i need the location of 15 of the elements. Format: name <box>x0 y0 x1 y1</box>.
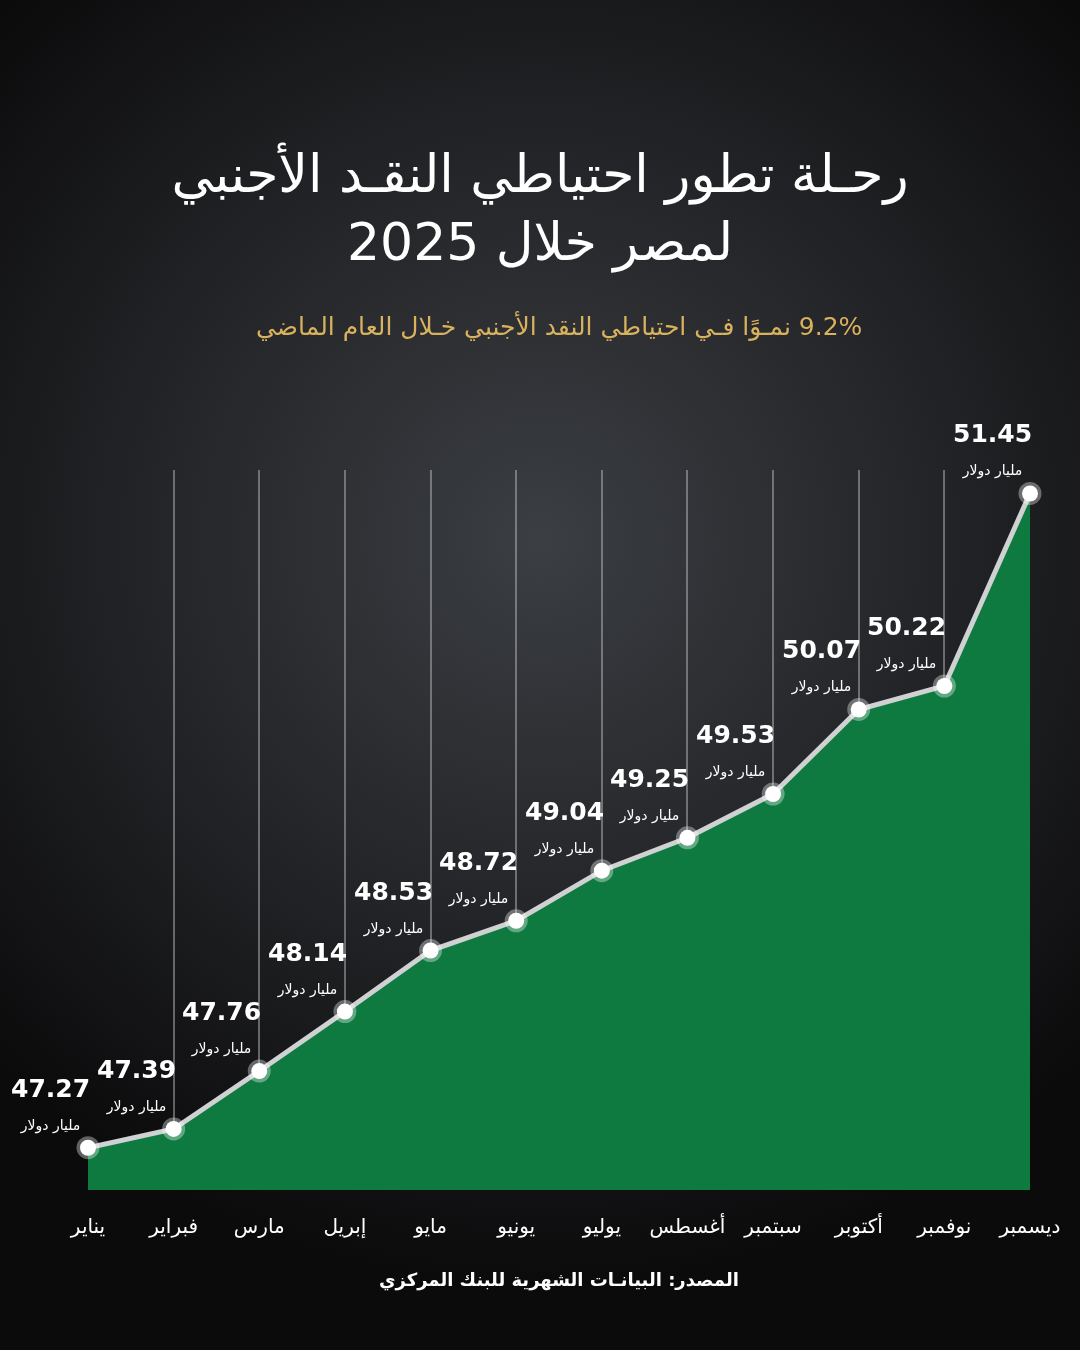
x-tick-label: أكتوبر <box>833 1213 883 1238</box>
x-tick-label: نوفمبر <box>916 1214 972 1238</box>
x-tick-label: ديسمبر <box>998 1214 1061 1238</box>
x-tick-label: يناير <box>69 1214 106 1238</box>
x-tick-label: يوليو <box>581 1214 621 1238</box>
x-tick-label: يونيو <box>496 1214 536 1238</box>
x-tick-label: فبراير <box>148 1214 199 1238</box>
x-tick-label: مايو <box>413 1214 447 1238</box>
x-tick-label: مارس <box>233 1214 285 1238</box>
x-tick-label: إبريل <box>323 1214 367 1239</box>
text: المصدر: البيانـات الشهرية للبنك المركزي <box>379 1269 739 1291</box>
x-tick-label: سبتمبر <box>743 1214 802 1238</box>
chart-subtitle: 9.2% نمـوًا فـي احتياطي النقد الأجنبي خـلال العام الماضي <box>256 310 863 341</box>
x-tick-label: أغسطس <box>649 1213 726 1238</box>
chart-title: رحـلة تطور احتياطي النقـد الأجنبي لمصر خلال 2025 <box>171 142 909 273</box>
